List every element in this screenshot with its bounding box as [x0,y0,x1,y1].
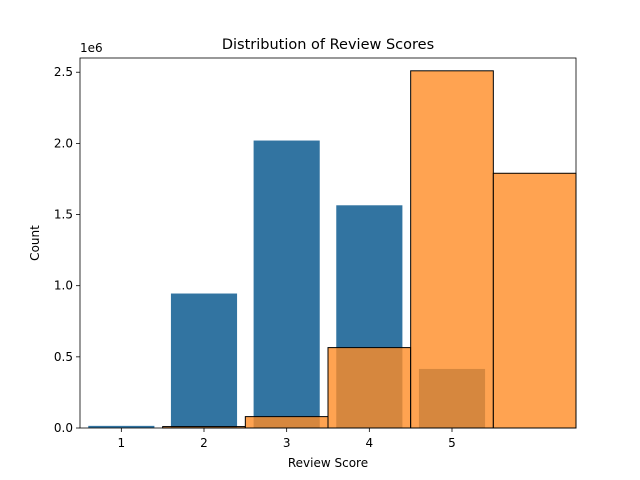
y-tick-label-0: 0.0 [54,421,73,435]
bar-series2-bin-4 [410,70,494,429]
y-tick-label-2000000: 2.0 [54,136,73,150]
y-tick-label-1500000: 1.5 [54,208,73,222]
bar-series2-bin-5 [492,172,577,429]
y-tick-label-2500000: 2.5 [54,65,73,79]
x-tick-label-3: 3 [283,436,291,450]
plot-area: 1 2 3 4 5 0.0 0.5 1.0 1.5 2.0 2.5 [54,57,577,450]
bar-series2-bin-3 [327,347,412,429]
bar-series2-bin-2 [244,416,329,429]
bar-series1-score-3 [253,140,320,429]
x-tick-label-1: 1 [118,436,126,450]
y-tick-label-1000000: 1.0 [54,279,73,293]
y-axis-offset-label: 1e6 [80,41,103,55]
bar-series1-score-2 [170,293,238,428]
y-axis-label: Count [28,225,42,261]
y-tick-label-500000: 0.5 [54,350,73,364]
x-tick-label-4: 4 [366,436,374,450]
x-tick-label-2: 2 [200,436,208,450]
axes-frame [79,57,577,429]
chart-title: Distribution of Review Scores [222,37,434,53]
x-tick-label-5: 5 [448,436,456,450]
bar-series1-score-1 [88,425,155,428]
x-axis-label: Review Score [288,456,368,470]
